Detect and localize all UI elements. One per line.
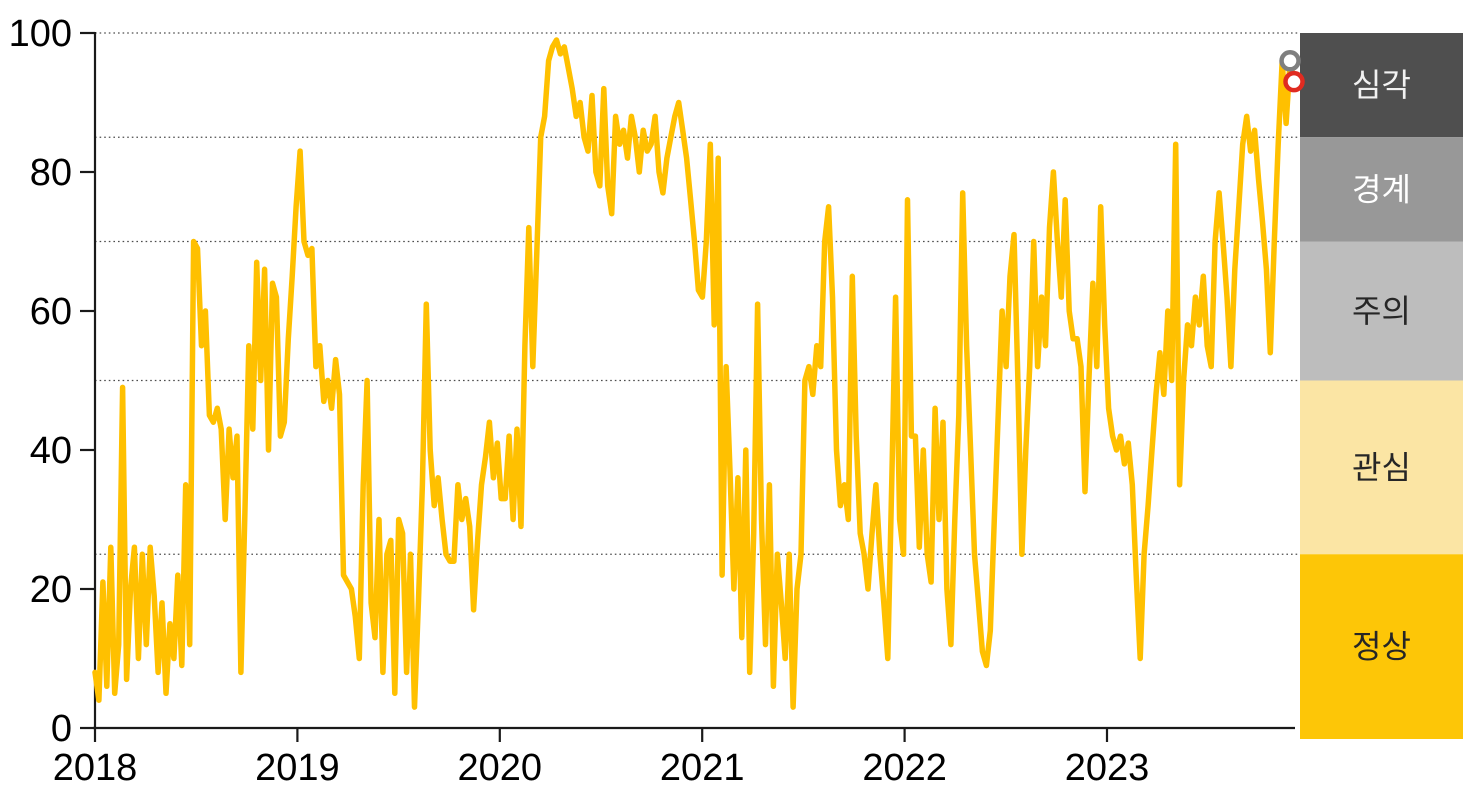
y-axis-tick-label-80: 80 [30, 152, 72, 194]
y-axis-tick-label-100: 100 [9, 13, 72, 55]
x-axis-tick-label-2020: 2020 [458, 747, 543, 789]
zone-label-caution: 주의 [1352, 293, 1411, 329]
zone-label-normal: 정상 [1352, 629, 1411, 665]
zone-label-severe: 심각 [1352, 67, 1411, 103]
risk-index-series-line [92, 37, 1297, 710]
zone-caution [1300, 241, 1463, 381]
previous-week-marker [1279, 50, 1301, 72]
axes: 0 20 40 60 80 100 2018 2019 2020 2021 2022 2023 [9, 13, 1295, 789]
zone-interest [1300, 380, 1463, 555]
x-axis-tick-label-2022: 2022 [862, 747, 947, 789]
x-axis-tick-label-2019: 2019 [255, 747, 340, 789]
x-axis-tick-label-2023: 2023 [1065, 747, 1150, 789]
zone-label-interest: 관심 [1352, 449, 1411, 485]
zone-normal [1300, 554, 1463, 739]
zone-label-alert: 경계 [1352, 171, 1411, 207]
zone-alert [1300, 137, 1463, 242]
x-axis-tick-label-2021: 2021 [660, 747, 745, 789]
y-axis-tick-label-20: 20 [30, 569, 72, 611]
y-axis-tick-label-0: 0 [51, 708, 72, 750]
x-axis-tick-label-2018: 2018 [53, 747, 138, 789]
y-axis-tick-label-40: 40 [30, 430, 72, 472]
latest-week-marker [1283, 70, 1305, 93]
y-axis-tick-label-60: 60 [30, 291, 72, 333]
zone-severe [1300, 33, 1463, 138]
